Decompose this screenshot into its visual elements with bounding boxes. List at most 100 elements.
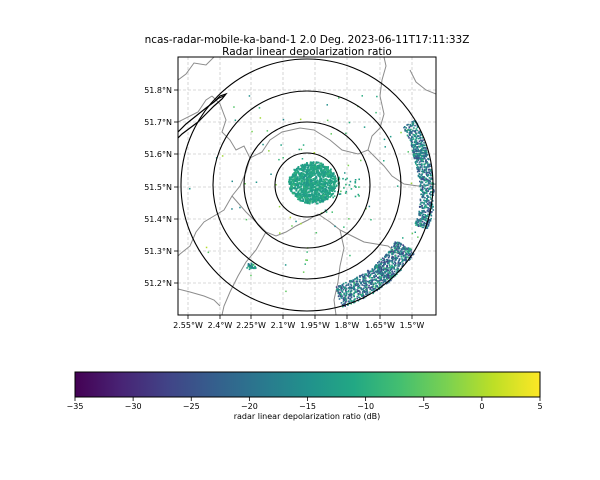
radar-echo-pixel <box>318 183 321 186</box>
radar-echo-pixel <box>233 106 235 108</box>
map-frame <box>177 56 437 316</box>
radar-echo-pixel <box>416 222 418 225</box>
radar-echo-pixel <box>415 160 417 163</box>
radar-echo-pixel <box>419 206 422 208</box>
radar-echo-pixel <box>300 148 303 151</box>
radar-echo-pixel <box>417 150 420 152</box>
radar-echo-pixel <box>424 185 426 187</box>
radar-echo-pixel <box>414 144 416 147</box>
radar-echo-pixel <box>380 267 383 269</box>
radar-echo-pixel <box>332 192 335 195</box>
radar-echo-pixel <box>404 246 406 248</box>
radar-echo-pixel <box>304 193 307 195</box>
radar-echo-pixel <box>392 262 395 265</box>
radar-echo-pixel <box>306 176 308 179</box>
radar-echo-pixel <box>428 202 431 204</box>
radar-echo-pixel <box>421 145 423 147</box>
radar-echo-pixel <box>291 178 294 181</box>
radar-echo-pixel <box>300 179 303 182</box>
radar-echo-pixel <box>312 161 315 163</box>
radar-echo-pixel <box>301 166 303 169</box>
radar-echo-pixel <box>310 194 313 196</box>
range-ring-4 <box>180 58 434 312</box>
radar-echo-pixel <box>424 191 426 194</box>
radar-echo-pixel <box>382 274 385 277</box>
radar-echo-pixel <box>344 302 346 304</box>
radar-echo-pixel <box>314 199 316 202</box>
radar-echo-pixel <box>388 254 391 257</box>
radar-echo-pixel <box>311 169 314 172</box>
radar-echo-pixel <box>302 144 305 146</box>
radar-echo-pixel <box>430 169 432 172</box>
radar-echo-pixel <box>432 190 435 193</box>
radar-echo-pixel <box>297 198 299 201</box>
radar-echo-pixel <box>391 255 393 258</box>
radar-echo-pixel <box>413 148 415 151</box>
radar-echo-pixel <box>422 215 424 218</box>
lat-tick-label: 51.5°N <box>144 183 172 192</box>
radar-echo-pixel <box>349 291 352 293</box>
radar-echo-pixel <box>397 268 400 271</box>
radar-echo-pixel <box>394 247 397 249</box>
radar-echo-pixel <box>333 190 336 193</box>
radar-echo-pixel <box>315 180 317 183</box>
radar-echo-pixel <box>412 153 415 155</box>
radar-echo-pixel <box>343 187 345 189</box>
boundary-line-w <box>178 95 213 123</box>
radar-echo-pixel <box>316 179 319 182</box>
radar-echo-pixel <box>391 267 394 269</box>
radar-echo-pixel <box>330 175 333 177</box>
radar-echo-pixel <box>300 185 302 188</box>
radar-echo-pixel <box>306 164 309 166</box>
radar-echo-pixel <box>429 219 431 221</box>
radar-echo-pixel <box>430 168 432 171</box>
radar-echo-pixel <box>414 141 416 144</box>
range-ring-3 <box>212 90 402 280</box>
radar-echo-pixel <box>391 261 393 264</box>
radar-echo-pixel <box>408 126 411 129</box>
radar-echo-pixel <box>412 130 414 132</box>
radar-echo-pixel <box>394 251 396 254</box>
radar-echo-pixel <box>416 141 419 144</box>
radar-echo-pixel <box>367 275 370 277</box>
radar-echo-pixel <box>365 274 368 276</box>
radar-echo-pixel <box>409 253 411 256</box>
radar-echo-pixel <box>396 273 398 275</box>
radar-echo-pixel <box>383 278 385 281</box>
radar-echo-pixel <box>367 270 370 273</box>
radar-echo-pixel <box>416 168 419 170</box>
radar-echo-pixel <box>296 178 298 181</box>
radar-echo-pixel <box>400 253 403 256</box>
longitude-ticks: 2.55°W 2.4°W 2.25°W 2.1°W 1.95°W 1.8°W 1.65°W 1… <box>173 315 424 330</box>
radar-echo-pixel <box>417 132 420 134</box>
radar-echo-pixel <box>365 282 367 284</box>
radar-echo-pixel <box>368 205 371 208</box>
radar-echo-pixel <box>388 271 391 273</box>
radar-echo-pixel <box>357 292 360 295</box>
radar-echo-pixel <box>419 176 421 178</box>
radar-echo-pixel <box>354 180 357 183</box>
radar-echo-pixel <box>424 214 426 216</box>
radar-echo-pixel <box>422 207 424 209</box>
radar-echo-pixel <box>404 249 406 251</box>
radar-echo-pixel <box>248 266 251 269</box>
radar-echo-pixel <box>377 286 380 289</box>
radar-echo-pixel <box>325 198 328 200</box>
radar-echo-pixel <box>348 121 351 124</box>
radar-echo-pixel <box>397 263 399 265</box>
radar-echo-pixel <box>428 221 430 224</box>
radar-echo-pixel <box>304 175 307 178</box>
radar-echo-pixel <box>431 182 433 184</box>
radar-echo-pixel <box>344 287 347 290</box>
radar-echo-pixel <box>354 181 357 184</box>
radar-echo-pixel <box>311 165 314 167</box>
radar-echo-pixel <box>431 203 434 206</box>
radar-echo-pixel <box>418 163 420 165</box>
radar-echo-pixel <box>326 104 328 106</box>
radar-echo-pixel <box>384 279 387 282</box>
radar-echo-pixel <box>365 291 367 293</box>
radar-echo-pixel <box>357 287 359 290</box>
radar-echo-pixel <box>296 181 299 184</box>
radar-echo-pixel <box>383 264 385 267</box>
radar-echo-pixel <box>310 173 313 176</box>
